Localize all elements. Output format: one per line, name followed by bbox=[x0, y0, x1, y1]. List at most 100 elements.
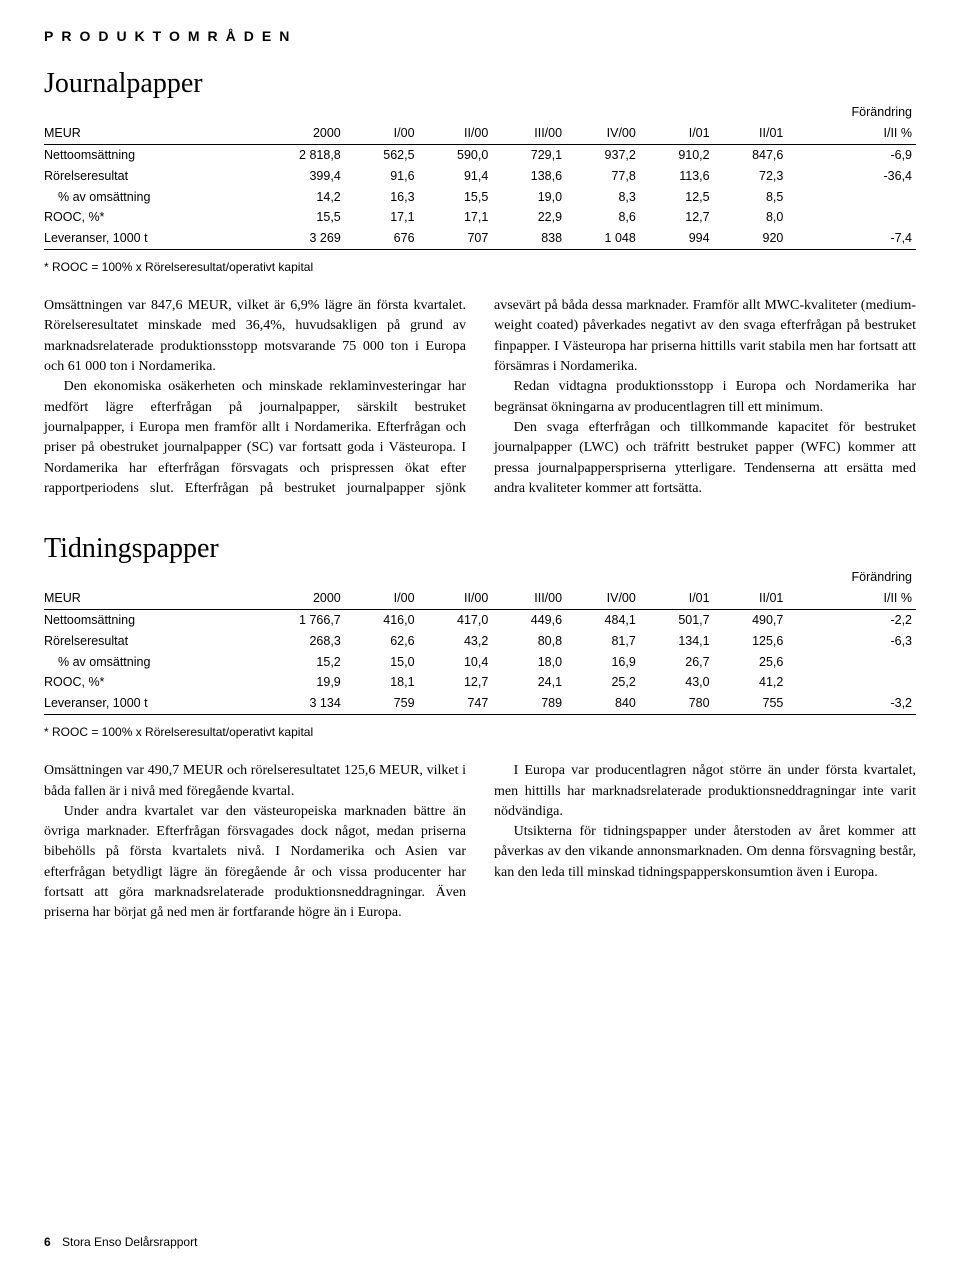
table-cell: Leveranser, 1000 t bbox=[44, 693, 251, 714]
tidning-footnote: * ROOC = 100% x Rörelseresultat/operativ… bbox=[44, 725, 916, 739]
journal-title: Journalpapper bbox=[44, 68, 916, 100]
table-cell: 759 bbox=[345, 693, 419, 714]
table-cell: 125,6 bbox=[714, 631, 788, 652]
table-cell: 994 bbox=[640, 228, 714, 249]
table-cell: 15,2 bbox=[251, 652, 344, 673]
table-row: Nettoomsättning2 818,8562,5590,0729,1937… bbox=[44, 144, 916, 165]
journal-body-text: Omsättningen var 847,6 MEUR, vilket är 6… bbox=[44, 296, 916, 499]
table-cell: 3 134 bbox=[251, 693, 344, 714]
tidning-title: Tidningspapper bbox=[44, 533, 916, 565]
table-cell: 8,5 bbox=[714, 187, 788, 208]
tcol-6: I/01 bbox=[640, 588, 714, 609]
table-cell: -2,2 bbox=[787, 609, 916, 630]
table-cell: 416,0 bbox=[345, 609, 419, 630]
table-row: Leveranser, 1000 t3 13475974778984078075… bbox=[44, 693, 916, 714]
body-paragraph: Utsikterna för tidningspapper under åter… bbox=[494, 822, 916, 883]
col-2: I/00 bbox=[345, 123, 419, 144]
tcol-3: II/00 bbox=[419, 588, 493, 609]
table-cell: 910,2 bbox=[640, 144, 714, 165]
table-cell: 449,6 bbox=[492, 609, 566, 630]
tcol-8: I/II % bbox=[787, 588, 916, 609]
table-cell: 590,0 bbox=[419, 144, 493, 165]
body-paragraph: Den svaga efterfrågan och tillkommande k… bbox=[494, 418, 916, 499]
table-cell: 18,0 bbox=[492, 652, 566, 673]
table-cell: 490,7 bbox=[714, 609, 788, 630]
table-cell: 15,5 bbox=[251, 207, 344, 228]
table-cell: Nettoomsättning bbox=[44, 609, 251, 630]
section-label: PRODUKTOMRÅDEN bbox=[44, 28, 916, 44]
table-row: Leveranser, 1000 t3 2696767078381 048994… bbox=[44, 228, 916, 249]
table-row: Rörelseresultat268,362,643,280,881,7134,… bbox=[44, 631, 916, 652]
table-cell: 484,1 bbox=[566, 609, 640, 630]
tcol-1: 2000 bbox=[251, 588, 344, 609]
table-cell: 16,3 bbox=[345, 187, 419, 208]
journal-footnote: * ROOC = 100% x Rörelseresultat/operativ… bbox=[44, 260, 916, 274]
body-paragraph: I Europa var producentlagren något störr… bbox=[494, 761, 916, 822]
table-cell: 41,2 bbox=[714, 672, 788, 693]
table-cell: 3 269 bbox=[251, 228, 344, 249]
table-cell: Leveranser, 1000 t bbox=[44, 228, 251, 249]
table-cell: 8,0 bbox=[714, 207, 788, 228]
table-cell: 501,7 bbox=[640, 609, 714, 630]
table-cell: 562,5 bbox=[345, 144, 419, 165]
col-8: I/II % bbox=[787, 123, 916, 144]
footer-text: Stora Enso Delårsrapport bbox=[62, 1235, 197, 1249]
table-cell: -6,3 bbox=[787, 631, 916, 652]
tcol-7: II/01 bbox=[714, 588, 788, 609]
table-cell: -6,9 bbox=[787, 144, 916, 165]
table-cell: 2 818,8 bbox=[251, 144, 344, 165]
table-cell: 81,7 bbox=[566, 631, 640, 652]
table-cell: 113,6 bbox=[640, 166, 714, 187]
table-cell: -36,4 bbox=[787, 166, 916, 187]
table-cell: 80,8 bbox=[492, 631, 566, 652]
table-row: Nettoomsättning1 766,7416,0417,0449,6484… bbox=[44, 609, 916, 630]
journal-table: Förändring MEUR 2000 I/00 II/00 III/00 I… bbox=[44, 102, 916, 250]
table-cell: 15,0 bbox=[345, 652, 419, 673]
table-cell: 268,3 bbox=[251, 631, 344, 652]
table-cell: 25,6 bbox=[714, 652, 788, 673]
tidning-table: Förändring MEUR 2000 I/00 II/00 III/00 I… bbox=[44, 567, 916, 715]
table-cell: 8,6 bbox=[566, 207, 640, 228]
table-cell: 399,4 bbox=[251, 166, 344, 187]
table-cell: % av omsättning bbox=[44, 187, 251, 208]
table-cell: ROOC, %* bbox=[44, 207, 251, 228]
table-cell bbox=[787, 672, 916, 693]
table-cell: 16,9 bbox=[566, 652, 640, 673]
table-cell: 91,4 bbox=[419, 166, 493, 187]
table-row: ROOC, %*19,918,112,724,125,243,041,2 bbox=[44, 672, 916, 693]
table-cell: 729,1 bbox=[492, 144, 566, 165]
table-cell: 847,6 bbox=[714, 144, 788, 165]
tcol-0: MEUR bbox=[44, 588, 251, 609]
table-cell: 22,9 bbox=[492, 207, 566, 228]
table-cell: 755 bbox=[714, 693, 788, 714]
journal-change-label: Förändring bbox=[787, 102, 916, 123]
col-3: II/00 bbox=[419, 123, 493, 144]
table-cell: % av omsättning bbox=[44, 652, 251, 673]
table-cell: 77,8 bbox=[566, 166, 640, 187]
table-cell: 15,5 bbox=[419, 187, 493, 208]
table-row: % av omsättning14,216,315,519,08,312,58,… bbox=[44, 187, 916, 208]
table-cell: 12,7 bbox=[419, 672, 493, 693]
table-cell: 707 bbox=[419, 228, 493, 249]
table-cell: 920 bbox=[714, 228, 788, 249]
table-cell: 789 bbox=[492, 693, 566, 714]
col-6: I/01 bbox=[640, 123, 714, 144]
table-cell: 12,5 bbox=[640, 187, 714, 208]
table-cell bbox=[787, 652, 916, 673]
table-cell: -7,4 bbox=[787, 228, 916, 249]
table-cell: 937,2 bbox=[566, 144, 640, 165]
table-cell: 91,6 bbox=[345, 166, 419, 187]
col-4: III/00 bbox=[492, 123, 566, 144]
table-cell: 26,7 bbox=[640, 652, 714, 673]
col-5: IV/00 bbox=[566, 123, 640, 144]
table-cell: 25,2 bbox=[566, 672, 640, 693]
table-cell: Rörelseresultat bbox=[44, 166, 251, 187]
col-1: 2000 bbox=[251, 123, 344, 144]
table-row: Rörelseresultat399,491,691,4138,677,8113… bbox=[44, 166, 916, 187]
table-cell: 24,1 bbox=[492, 672, 566, 693]
table-cell: 780 bbox=[640, 693, 714, 714]
page: PRODUKTOMRÅDEN Journalpapper Förändring … bbox=[0, 0, 960, 1267]
col-7: II/01 bbox=[714, 123, 788, 144]
table-row: % av omsättning15,215,010,418,016,926,72… bbox=[44, 652, 916, 673]
table-cell: Nettoomsättning bbox=[44, 144, 251, 165]
